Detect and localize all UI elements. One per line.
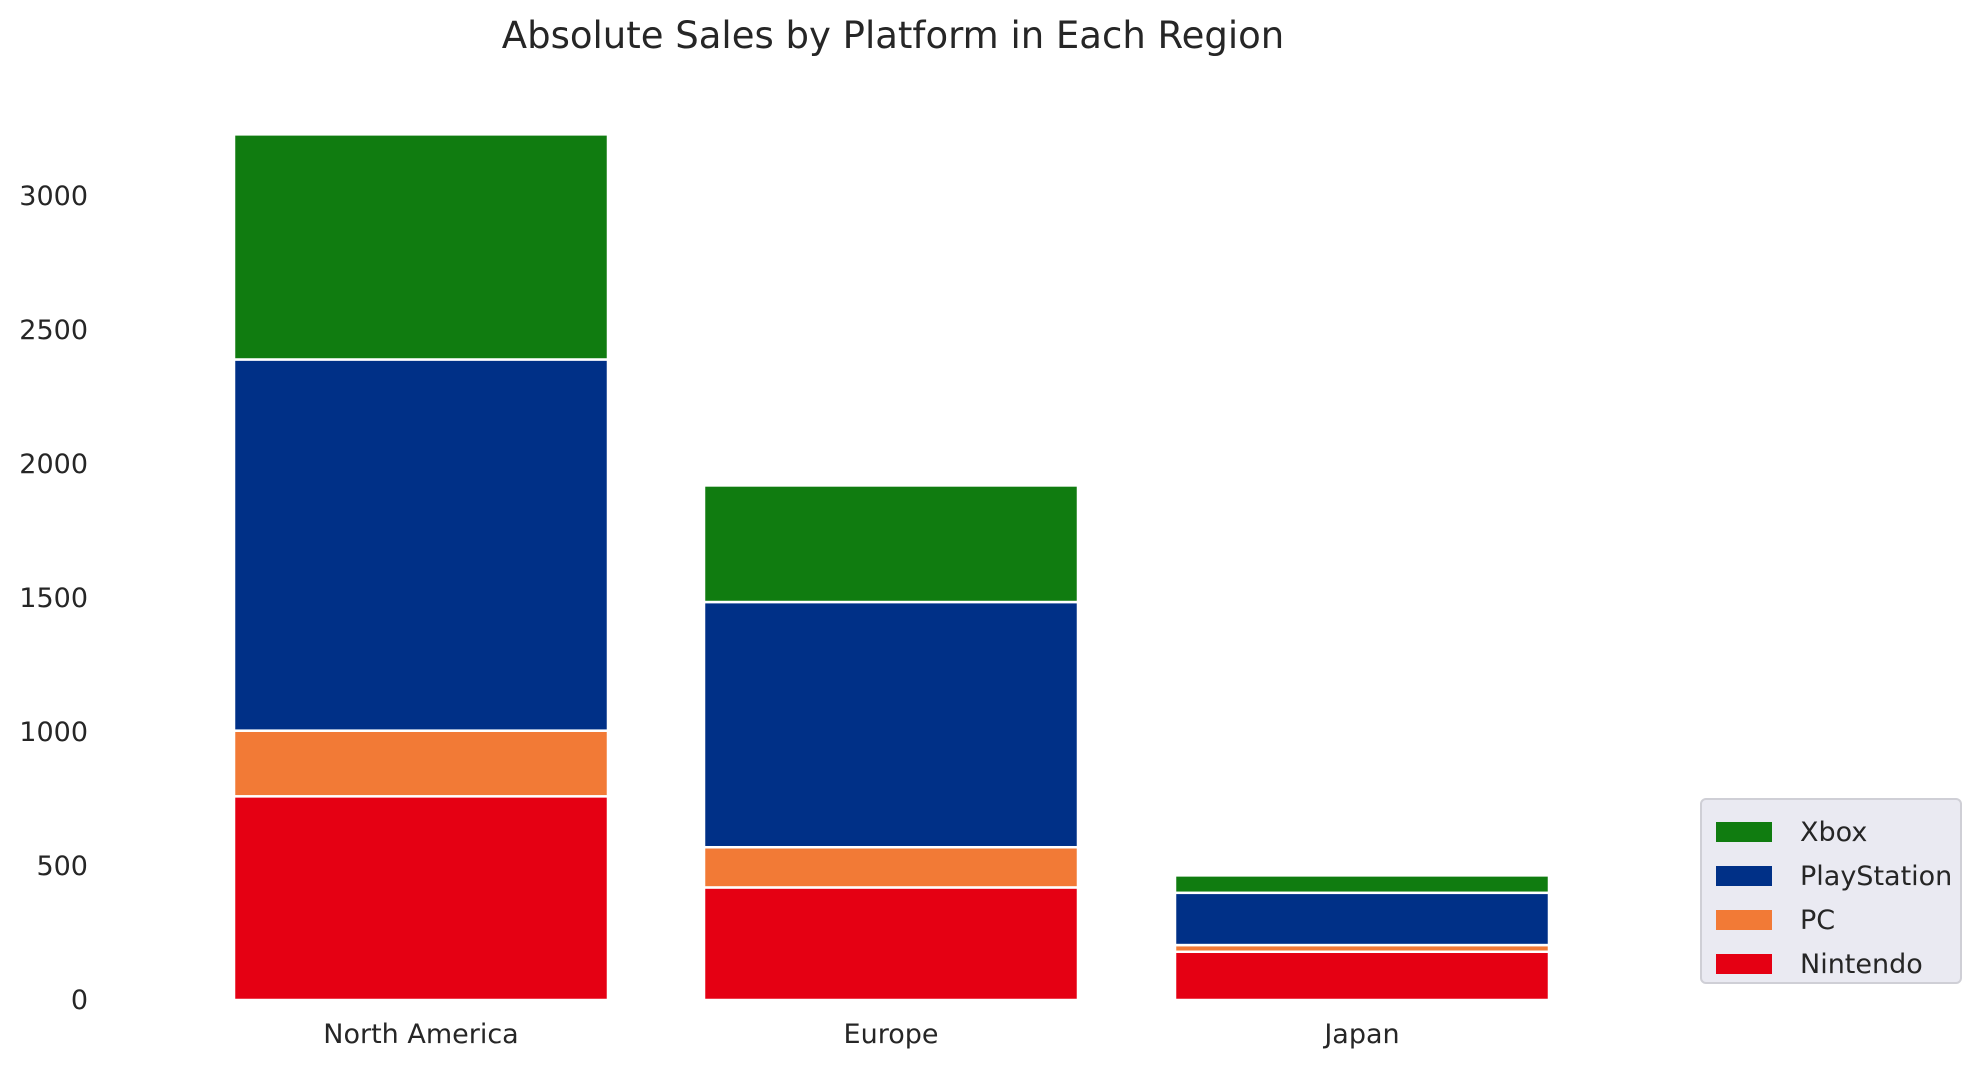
bar-segment-xbox: [702, 484, 1080, 604]
bar-segment-playstation: [702, 600, 1080, 849]
x-tick-label: Japan: [1322, 1019, 1399, 1050]
bar-segment-nintendo: [232, 795, 610, 1002]
legend-label: PlayStation: [1800, 860, 1953, 892]
x-tick-label: North America: [323, 1019, 518, 1050]
legend-swatch: [1716, 954, 1772, 974]
legend-item-xbox: Xbox: [1716, 812, 1867, 852]
bar-segment-nintendo: [1173, 950, 1551, 1002]
y-tick-label: 2000: [19, 449, 88, 480]
bar-segment-playstation: [1173, 891, 1551, 947]
bar-segment-playstation: [232, 358, 610, 732]
legend-label: PC: [1800, 904, 1836, 936]
legend-label: Xbox: [1800, 816, 1868, 848]
chart-title: Absolute Sales by Platform in Each Regio…: [501, 14, 1285, 57]
legend-swatch: [1716, 822, 1772, 842]
legend: Xbox PlayStation PC Nintendo: [1700, 798, 1962, 984]
x-axis-ticks: North America Europe Japan: [323, 1019, 1399, 1050]
y-tick-label: 0: [71, 985, 88, 1016]
legend-swatch: [1716, 910, 1772, 930]
x-tick-label: Europe: [844, 1019, 939, 1050]
y-axis-ticks: 0 500 1000 1500 2000 2500 3000: [19, 181, 88, 1016]
bar-segment-pc: [702, 845, 1080, 889]
bar-segment-nintendo: [702, 886, 1080, 1002]
bar-segment-xbox: [232, 133, 610, 361]
legend-swatch: [1716, 866, 1772, 886]
legend-item-nintendo: Nintendo: [1716, 944, 1923, 984]
bar-segment-pc: [232, 729, 610, 798]
legend-item-pc: PC: [1716, 900, 1835, 940]
y-tick-label: 3000: [19, 181, 88, 212]
legend-label: Nintendo: [1800, 948, 1923, 980]
bars: [232, 133, 1551, 1002]
y-tick-label: 1000: [19, 717, 88, 748]
y-tick-label: 1500: [19, 583, 88, 614]
y-tick-label: 2500: [19, 315, 88, 346]
legend-item-playstation: PlayStation: [1716, 856, 1952, 896]
bar-segment-xbox: [1173, 874, 1551, 895]
y-tick-label: 500: [36, 851, 88, 882]
